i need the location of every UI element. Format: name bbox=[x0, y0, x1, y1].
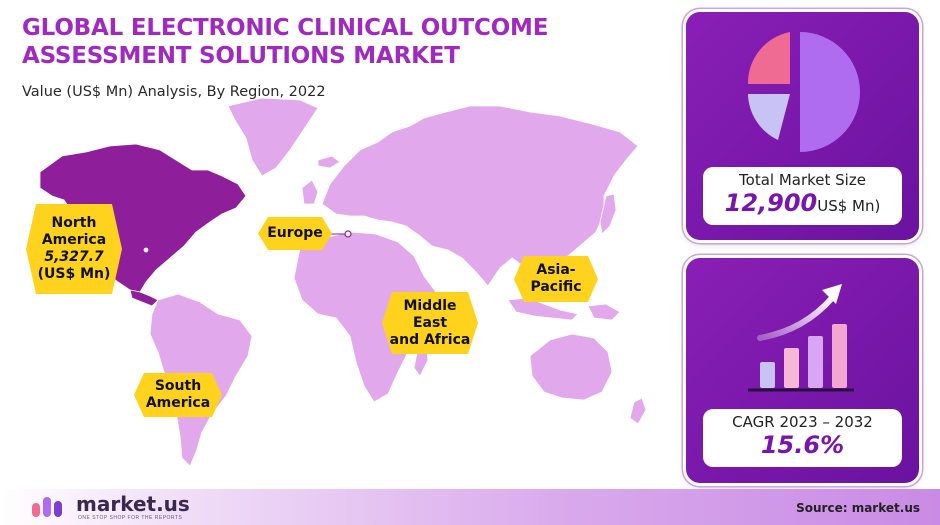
cagr-value: 15.6% bbox=[760, 431, 845, 459]
mea-line3: and Africa bbox=[389, 331, 471, 348]
page-subtitle: Value (US$ Mn) Analysis, By Region, 2022 bbox=[22, 84, 326, 100]
label-europe: Europe bbox=[258, 217, 332, 250]
logo-text[interactable]: market.us bbox=[76, 492, 190, 516]
label-south-america: South America bbox=[134, 373, 222, 417]
footer-bar: market.us ONE STOP SHOP FOR THE REPORTS … bbox=[0, 489, 940, 525]
map-uk bbox=[301, 179, 319, 205]
label-asia-pacific: Asia- Pacific bbox=[514, 256, 598, 302]
marker-north-america bbox=[142, 246, 150, 254]
total-market-box: Total Market Size 12,900US$ Mn) bbox=[703, 167, 902, 225]
total-market-value: 12,900 bbox=[724, 189, 818, 217]
map-africa bbox=[293, 231, 437, 403]
source-note: Source: market.us bbox=[796, 501, 920, 515]
mea-line1: Middle bbox=[403, 297, 457, 314]
north-america-unit: (US$ Mn) bbox=[37, 266, 111, 282]
map-new-zealand bbox=[629, 397, 647, 425]
growth-bar-chart-icon bbox=[748, 284, 854, 392]
north-america-value: 5,327.7 bbox=[44, 249, 104, 265]
asia-pacific-line2: Pacific bbox=[530, 279, 582, 295]
south-america-line2: America bbox=[145, 395, 211, 411]
mea-line2: East bbox=[412, 314, 448, 331]
total-market-unit: US$ Mn) bbox=[817, 197, 881, 215]
cagr-box: CAGR 2023 – 2032 15.6% bbox=[703, 409, 902, 467]
map-central-america bbox=[129, 289, 159, 307]
page-title: GLOBAL ELECTRONIC CLINICAL OUTCOME ASSES… bbox=[22, 15, 549, 69]
south-america-line1: South bbox=[154, 378, 202, 394]
map-iceland bbox=[317, 155, 341, 169]
map-new-guinea bbox=[587, 303, 621, 321]
cagr-panel: CAGR 2023 – 2032 15.6% bbox=[686, 258, 919, 483]
north-america-line2: America bbox=[41, 232, 107, 248]
europe-name: Europe bbox=[267, 225, 323, 241]
asia-pacific-line1: Asia- bbox=[536, 262, 576, 278]
logo-tagline: ONE STOP SHOP FOR THE REPORTS bbox=[78, 515, 183, 521]
cagr-label: CAGR 2023 – 2032 bbox=[732, 413, 873, 431]
label-middle-east-africa: Middle East and Africa bbox=[382, 292, 478, 354]
marker-europe bbox=[344, 230, 352, 238]
map-australia bbox=[529, 333, 613, 401]
map-japan bbox=[599, 193, 617, 235]
pie-chart-icon bbox=[747, 32, 860, 152]
map-greenland bbox=[227, 97, 319, 177]
total-market-panel: Total Market Size 12,900US$ Mn) bbox=[686, 12, 919, 240]
market-us-logo-icon bbox=[32, 497, 62, 517]
map-eurasia bbox=[321, 105, 639, 287]
label-north-america: North America 5,327.7 (US$ Mn) bbox=[26, 204, 122, 294]
total-market-label: Total Market Size bbox=[739, 171, 866, 189]
total-market-value-line: 12,900US$ Mn) bbox=[703, 189, 902, 220]
north-america-line1: North bbox=[51, 215, 97, 231]
